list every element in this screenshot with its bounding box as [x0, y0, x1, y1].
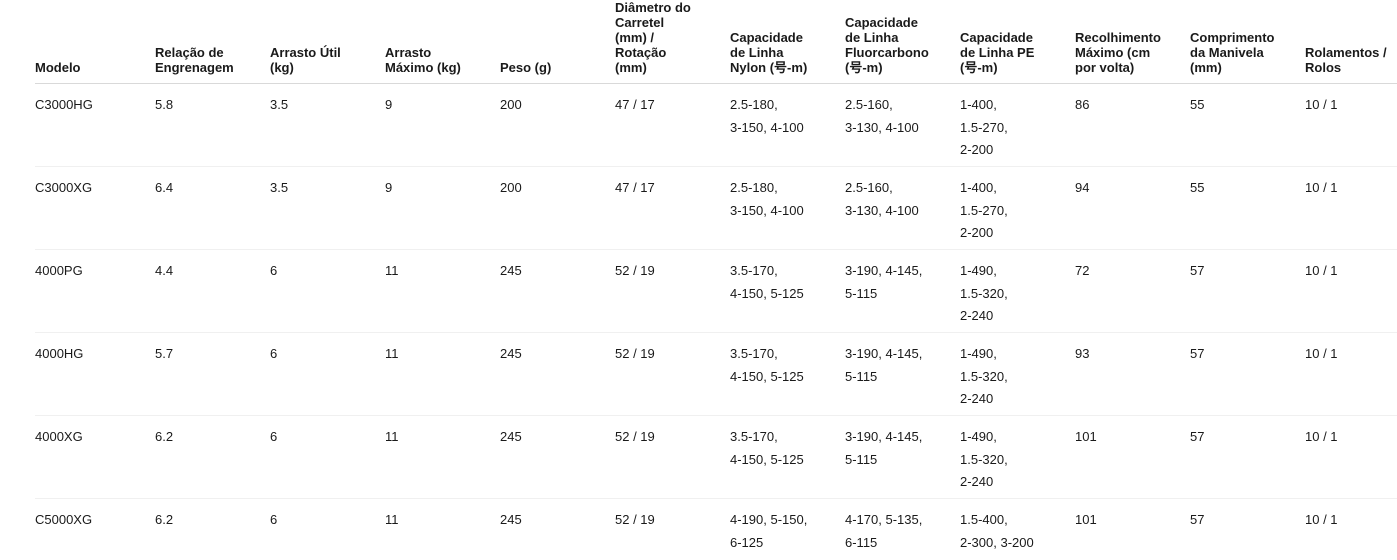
cell-spool-diameter: 47 / 17 [615, 83, 730, 167]
column-header-peso: Peso (g) [500, 0, 615, 84]
cell-nylon-capacity: 3.5-170, 4-150, 5-125 [730, 332, 845, 416]
cell-weight: 245 [500, 332, 615, 416]
cell-spool-diameter: 52 / 19 [615, 498, 730, 560]
cell-max-retrieve: 86 [1075, 83, 1190, 167]
cell-fluorocarbon-capacity: 3-190, 4-145, 5-115 [845, 249, 960, 333]
cell-model: 4000HG [35, 332, 155, 416]
cell-model: 4000XG [35, 415, 155, 499]
table-row-c3000hg: C3000HG 5.8 3.5 9 200 47 / 17 2.5-180, 3… [35, 83, 1397, 167]
table-row-c3000xg: C3000XG 6.4 3.5 9 200 47 / 17 2.5-180, 3… [35, 166, 1397, 250]
column-header-arrasto-maximo: Arrasto Máximo (kg) [385, 0, 500, 84]
cell-fluorocarbon-capacity: 4-170, 5-135, 6-115 [845, 498, 960, 560]
cell-handle-length: 57 [1190, 415, 1305, 499]
column-header-modelo: Modelo [35, 0, 155, 84]
cell-max-retrieve: 93 [1075, 332, 1190, 416]
column-header-capacidade-fluorcarbono: Capacidade de Linha Fluorcarbono (号-m) [845, 0, 960, 84]
table-row-4000hg: 4000HG 5.7 6 11 245 52 / 19 3.5-170, 4-1… [35, 332, 1397, 416]
cell-max-drag: 11 [385, 249, 500, 333]
column-header-capacidade-nylon: Capacidade de Linha Nylon (号-m) [730, 0, 845, 84]
cell-spool-diameter: 52 / 19 [615, 415, 730, 499]
cell-usable-drag: 3.5 [270, 166, 385, 250]
cell-fluorocarbon-capacity: 2.5-160, 3-130, 4-100 [845, 83, 960, 167]
column-header-capacidade-pe: Capacidade de Linha PE (号-m) [960, 0, 1075, 84]
cell-max-retrieve: 101 [1075, 498, 1190, 560]
cell-bearings: 10 / 1 [1305, 166, 1397, 250]
cell-handle-length: 55 [1190, 166, 1305, 250]
cell-fluorocarbon-capacity: 2.5-160, 3-130, 4-100 [845, 166, 960, 250]
cell-max-drag: 9 [385, 166, 500, 250]
cell-handle-length: 57 [1190, 498, 1305, 560]
column-header-recolhimento-maximo: Recolhimento Máximo (cm por volta) [1075, 0, 1190, 84]
cell-gear-ratio: 4.4 [155, 249, 270, 333]
column-header-relacao-engrenagem: Relação de Engrenagem [155, 0, 270, 84]
cell-pe-capacity: 1-490, 1.5-320, 2-240 [960, 249, 1075, 333]
cell-max-retrieve: 94 [1075, 166, 1190, 250]
cell-usable-drag: 6 [270, 415, 385, 499]
cell-model: C3000XG [35, 166, 155, 250]
cell-model: C5000XG [35, 498, 155, 560]
cell-nylon-capacity: 3.5-170, 4-150, 5-125 [730, 249, 845, 333]
cell-gear-ratio: 6.4 [155, 166, 270, 250]
cell-weight: 200 [500, 83, 615, 167]
cell-bearings: 10 / 1 [1305, 83, 1397, 167]
cell-usable-drag: 6 [270, 249, 385, 333]
cell-gear-ratio: 5.7 [155, 332, 270, 416]
cell-max-retrieve: 72 [1075, 249, 1190, 333]
column-header-comprimento-manivela: Comprimento da Manivela (mm) [1190, 0, 1305, 84]
cell-nylon-capacity: 3.5-170, 4-150, 5-125 [730, 415, 845, 499]
cell-max-drag: 11 [385, 415, 500, 499]
reel-specs-table: Modelo Relação de Engrenagem Arrasto Úti… [35, 0, 1397, 560]
cell-weight: 245 [500, 415, 615, 499]
cell-pe-capacity: 1.5-400, 2-300, 3-200 [960, 498, 1075, 560]
cell-spool-diameter: 52 / 19 [615, 332, 730, 416]
cell-gear-ratio: 5.8 [155, 83, 270, 167]
table-row-4000xg: 4000XG 6.2 6 11 245 52 / 19 3.5-170, 4-1… [35, 415, 1397, 499]
column-header-arrasto-util: Arrasto Útil (kg) [270, 0, 385, 84]
cell-pe-capacity: 1-490, 1.5-320, 2-240 [960, 415, 1075, 499]
cell-pe-capacity: 1-490, 1.5-320, 2-240 [960, 332, 1075, 416]
cell-weight: 245 [500, 249, 615, 333]
cell-usable-drag: 6 [270, 332, 385, 416]
cell-pe-capacity: 1-400, 1.5-270, 2-200 [960, 166, 1075, 250]
cell-bearings: 10 / 1 [1305, 332, 1397, 416]
table-body: C3000HG 5.8 3.5 9 200 47 / 17 2.5-180, 3… [35, 83, 1397, 560]
cell-model: 4000PG [35, 249, 155, 333]
cell-gear-ratio: 6.2 [155, 498, 270, 560]
cell-max-drag: 9 [385, 83, 500, 167]
cell-nylon-capacity: 2.5-180, 3-150, 4-100 [730, 83, 845, 167]
table-row-4000pg: 4000PG 4.4 6 11 245 52 / 19 3.5-170, 4-1… [35, 249, 1397, 333]
cell-weight: 200 [500, 166, 615, 250]
header-row: Modelo Relação de Engrenagem Arrasto Úti… [35, 0, 1397, 84]
cell-max-drag: 11 [385, 498, 500, 560]
cell-pe-capacity: 1-400, 1.5-270, 2-200 [960, 83, 1075, 167]
cell-handle-length: 57 [1190, 332, 1305, 416]
cell-fluorocarbon-capacity: 3-190, 4-145, 5-115 [845, 332, 960, 416]
cell-weight: 245 [500, 498, 615, 560]
cell-nylon-capacity: 4-190, 5-150, 6-125 [730, 498, 845, 560]
column-header-rolamentos-rolos: Rolamentos / Rolos [1305, 0, 1397, 84]
cell-usable-drag: 3.5 [270, 83, 385, 167]
cell-handle-length: 57 [1190, 249, 1305, 333]
cell-gear-ratio: 6.2 [155, 415, 270, 499]
cell-spool-diameter: 52 / 19 [615, 249, 730, 333]
cell-fluorocarbon-capacity: 3-190, 4-145, 5-115 [845, 415, 960, 499]
cell-spool-diameter: 47 / 17 [615, 166, 730, 250]
table-header: Modelo Relação de Engrenagem Arrasto Úti… [35, 0, 1397, 84]
column-header-diametro-carretel: Diâmetro do Carretel (mm) / Rotação (mm) [615, 0, 730, 84]
cell-model: C3000HG [35, 83, 155, 167]
cell-max-drag: 11 [385, 332, 500, 416]
cell-bearings: 10 / 1 [1305, 249, 1397, 333]
cell-nylon-capacity: 2.5-180, 3-150, 4-100 [730, 166, 845, 250]
cell-max-retrieve: 101 [1075, 415, 1190, 499]
cell-handle-length: 55 [1190, 83, 1305, 167]
cell-bearings: 10 / 1 [1305, 415, 1397, 499]
cell-bearings: 10 / 1 [1305, 498, 1397, 560]
cell-usable-drag: 6 [270, 498, 385, 560]
table-row-c5000xg: C5000XG 6.2 6 11 245 52 / 19 4-190, 5-15… [35, 498, 1397, 560]
